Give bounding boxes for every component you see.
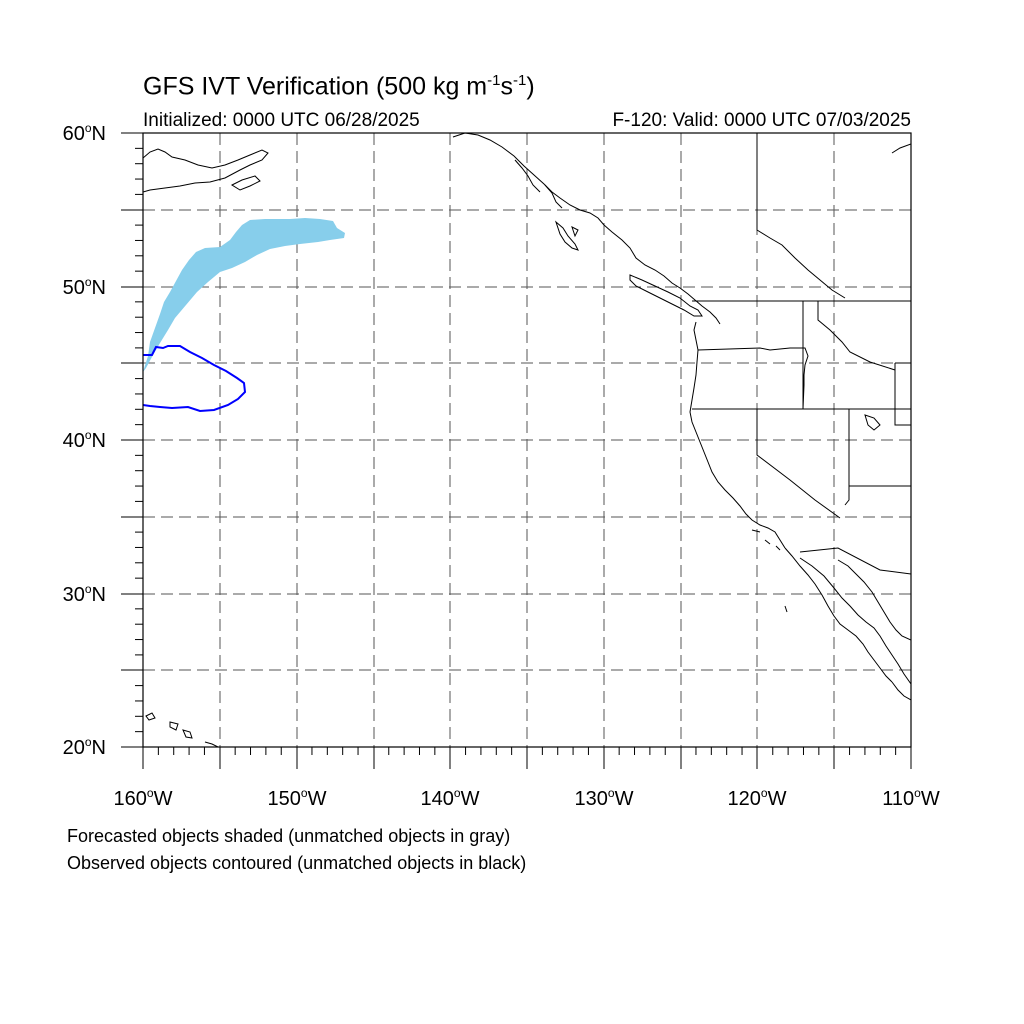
footnote-observed: Observed objects contoured (unmatched ob…	[67, 853, 527, 873]
lat-label-20n: 20oN	[63, 735, 106, 759]
longitude-labels: 160oW 150oW 140oW 130oW 120oW 110oW	[114, 786, 940, 810]
minor-tick-marks	[135, 147, 897, 755]
lon-label-120w: 120oW	[728, 786, 787, 810]
lon-label-160w: 160oW	[114, 786, 173, 810]
lat-label-40n: 40oN	[63, 428, 106, 452]
observed-ivt-contour	[143, 345, 247, 413]
lon-label-140w: 140oW	[421, 786, 480, 810]
lon-label-110w: 110oW	[882, 786, 940, 810]
valid-time: F-120: Valid: 0000 UTC 07/03/2025	[612, 110, 911, 131]
initialized-time: Initialized: 0000 UTC 06/28/2025	[143, 110, 420, 131]
lon-label-130w: 130oW	[575, 786, 634, 810]
forecast-ivt-object	[143, 218, 345, 372]
tick-marks	[121, 132, 912, 769]
coastlines	[143, 133, 911, 747]
footnote-forecast: Forecasted objects shaded (unmatched obj…	[67, 826, 511, 846]
lat-label-60n: 60oN	[63, 121, 106, 145]
lat-label-50n: 50oN	[63, 275, 106, 299]
lon-label-150w: 150oW	[268, 786, 327, 810]
figure-title: GFS IVT Verification (500 kg m-1s-1)	[143, 72, 535, 101]
lat-label-30n: 30oN	[63, 582, 106, 606]
latitude-labels: 60oN 50oN 40oN 30oN 20oN	[63, 121, 106, 759]
